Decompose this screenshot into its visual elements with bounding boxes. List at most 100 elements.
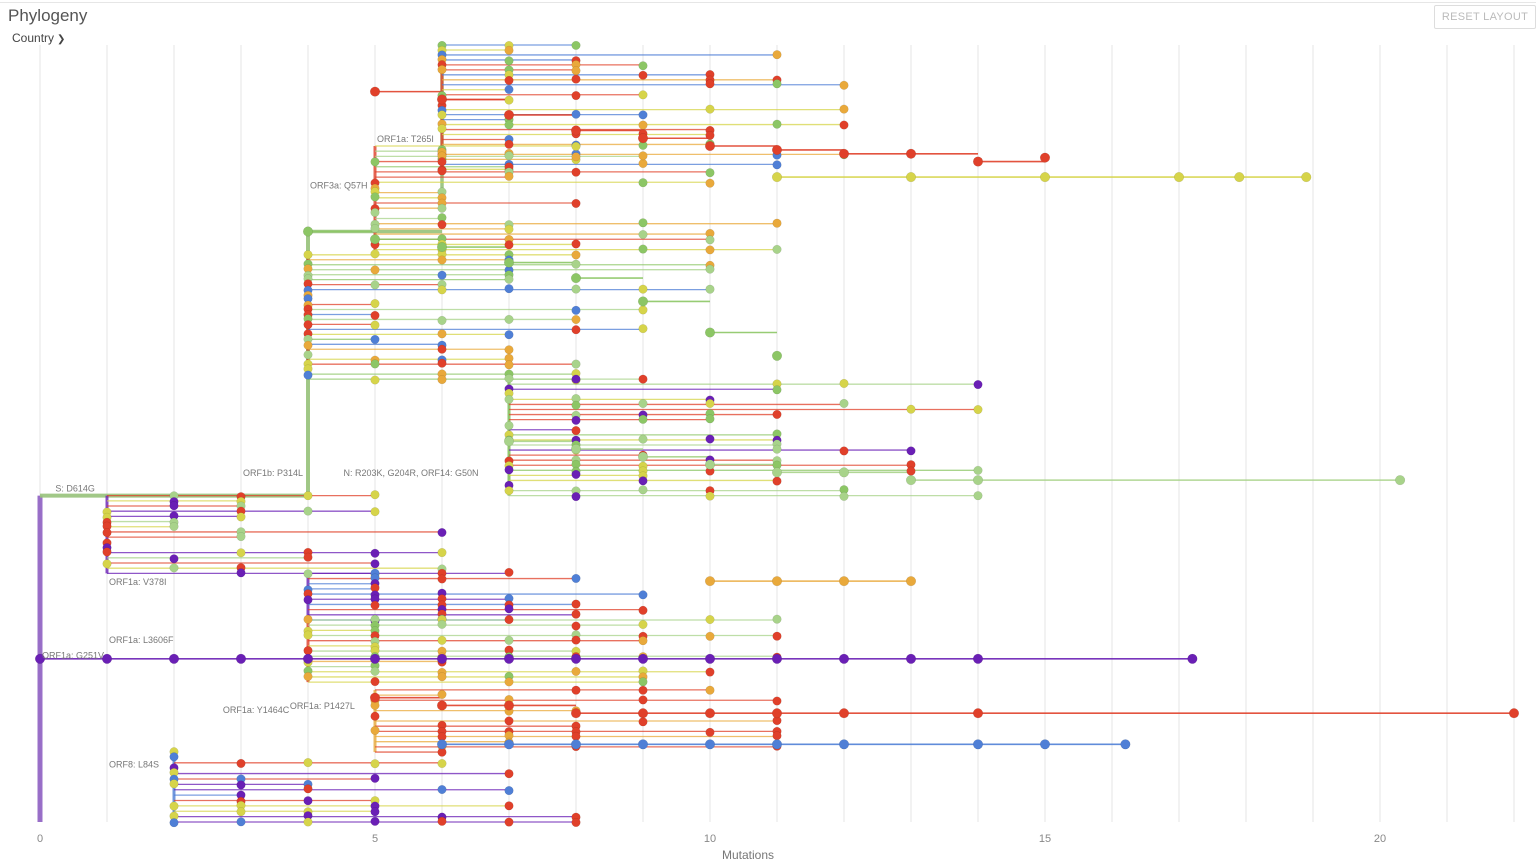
tip-node xyxy=(504,139,514,149)
tip-node xyxy=(705,685,715,695)
tip-node xyxy=(504,677,514,687)
tip-node xyxy=(302,653,314,664)
tip-node xyxy=(771,467,783,478)
tip-node xyxy=(169,779,179,789)
tip-node xyxy=(772,50,782,60)
tip-node xyxy=(303,784,313,794)
branch-mutation-label: ORF1a: G251V xyxy=(42,651,104,661)
tip-node xyxy=(771,576,783,587)
tip-node xyxy=(503,109,515,120)
tip-node xyxy=(504,615,514,625)
tip-node xyxy=(638,717,648,727)
tip-node xyxy=(504,345,514,355)
tip-node xyxy=(504,360,514,370)
tip-node xyxy=(437,329,447,339)
tip-node xyxy=(370,666,380,676)
tip-node xyxy=(571,250,581,260)
tip-node xyxy=(437,784,447,795)
tip-nodes[interactable] xyxy=(34,40,1520,828)
tip-node xyxy=(637,296,649,307)
tip-node xyxy=(571,259,581,269)
tip-node xyxy=(571,167,581,177)
tip-node xyxy=(370,265,380,275)
x-axis-title: Mutations xyxy=(722,848,774,862)
tip-node xyxy=(370,157,380,167)
tip-node xyxy=(303,340,313,350)
reset-layout-button[interactable]: RESET LAYOUT xyxy=(1434,5,1536,29)
tip-node xyxy=(571,198,581,208)
tip-node xyxy=(303,630,313,640)
tip-node xyxy=(503,653,515,664)
tip-node xyxy=(436,739,448,750)
color-by-dropdown[interactable]: Country ❯ xyxy=(12,31,65,45)
tip-node xyxy=(169,801,179,811)
tip-node xyxy=(437,166,447,176)
tip-node xyxy=(772,119,782,129)
tip-node xyxy=(637,653,649,664)
tip-node xyxy=(503,739,515,750)
tip-node xyxy=(303,370,313,380)
tip-node xyxy=(571,325,581,335)
tip-node xyxy=(638,695,648,705)
tip-node xyxy=(972,739,984,750)
tip-node xyxy=(570,653,582,664)
tip-node xyxy=(571,141,581,151)
branch-mutation-label: ORF8: L84S xyxy=(109,759,159,769)
tip-node xyxy=(772,614,782,624)
tip-node xyxy=(705,178,715,188)
tip-node xyxy=(638,485,648,495)
tip-node xyxy=(638,590,648,600)
tip-node xyxy=(370,310,380,320)
tip-node xyxy=(637,708,649,719)
tip-node xyxy=(638,70,648,80)
tip-node xyxy=(1039,739,1051,750)
tip-node xyxy=(437,527,447,538)
tip-node xyxy=(705,245,715,255)
tip-node xyxy=(838,467,850,478)
tip-node xyxy=(303,250,313,260)
tip-node xyxy=(570,739,582,750)
tip-node xyxy=(772,696,782,706)
tip-node xyxy=(504,394,514,404)
tip-node xyxy=(638,110,648,120)
tip-node xyxy=(570,443,582,455)
tip-node xyxy=(437,574,447,584)
tip-node xyxy=(303,614,313,624)
tip-node xyxy=(772,476,782,486)
tip-node xyxy=(437,315,447,325)
tip-node xyxy=(169,752,179,762)
tip-node xyxy=(906,466,916,476)
color-by-label: Country xyxy=(12,31,55,45)
tip-node xyxy=(839,120,849,130)
tip-node xyxy=(638,244,648,254)
top-divider xyxy=(0,2,1536,3)
tip-node xyxy=(504,716,514,726)
tip-node xyxy=(504,604,514,614)
tip-node xyxy=(1395,475,1406,486)
tip-node xyxy=(638,414,648,424)
tip-node xyxy=(571,469,581,479)
tip-node xyxy=(638,434,648,444)
tip-node xyxy=(504,95,514,105)
tip-node xyxy=(771,739,783,750)
tip-node xyxy=(168,653,180,664)
tip-node xyxy=(570,708,582,719)
tip-node xyxy=(504,84,514,95)
tip-node xyxy=(370,711,380,721)
tip-node xyxy=(437,672,447,682)
tip-node xyxy=(504,56,514,66)
tip-node xyxy=(571,817,581,828)
tip-node xyxy=(437,65,447,75)
tip-node xyxy=(370,676,380,687)
tip-node xyxy=(570,125,582,136)
tip-node xyxy=(571,599,581,609)
tip-node xyxy=(370,559,380,569)
tip-node xyxy=(906,404,916,414)
tip-node xyxy=(839,80,849,90)
tip-node xyxy=(571,635,581,645)
tip-node xyxy=(504,769,514,779)
tip-node xyxy=(571,359,581,369)
tip-node xyxy=(504,486,514,496)
tip-node xyxy=(236,758,246,768)
